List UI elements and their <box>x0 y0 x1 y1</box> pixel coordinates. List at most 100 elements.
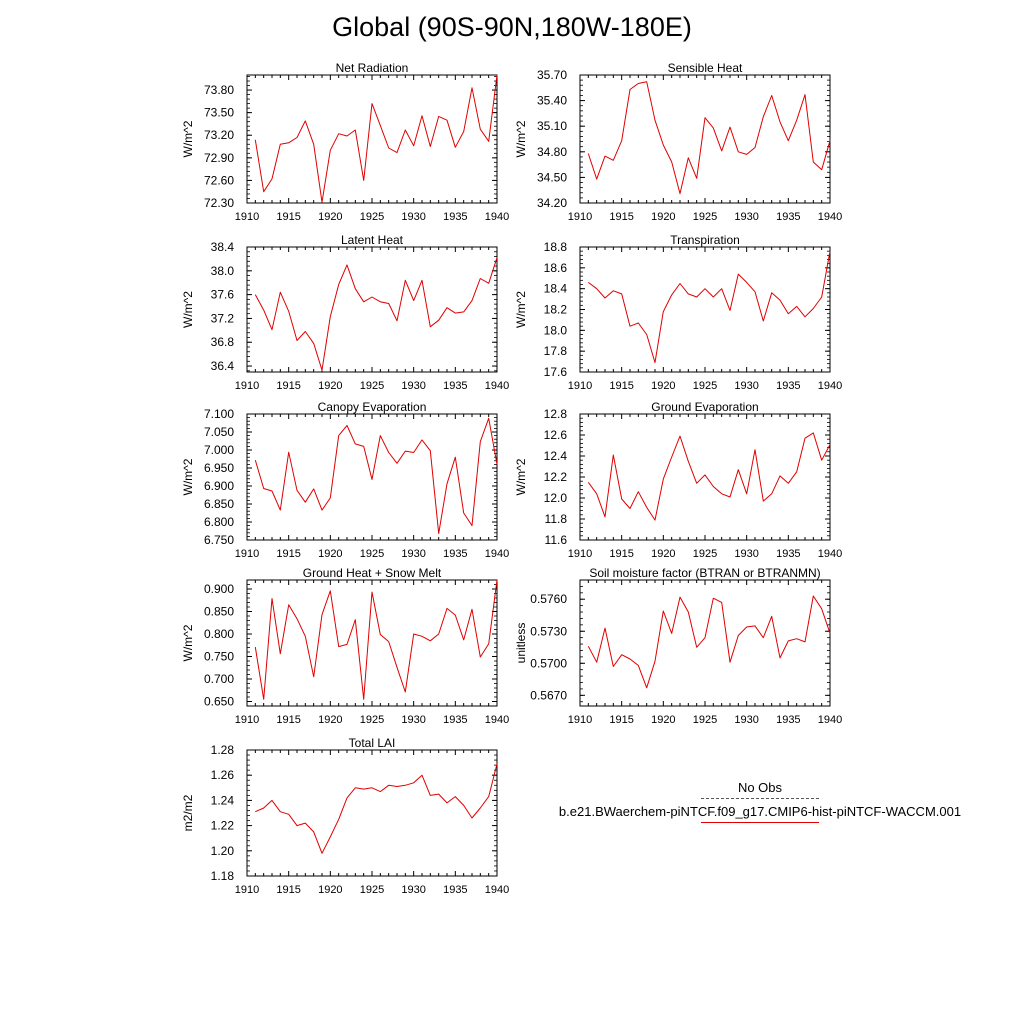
x-tick-label: 1940 <box>485 380 509 392</box>
x-tick-label: 1910 <box>568 548 592 560</box>
x-tick-label: 1940 <box>485 884 509 896</box>
x-tick-label: 1930 <box>734 211 758 223</box>
y-tick-label: 0.650 <box>204 695 234 709</box>
series-line <box>587 251 831 364</box>
y-tick-label: 0.750 <box>204 650 234 664</box>
x-tick-label: 1930 <box>401 548 425 560</box>
x-tick-label: 1910 <box>235 884 259 896</box>
y-axis-label: W/m^2 <box>181 291 195 328</box>
series-line <box>254 417 498 534</box>
x-tick-label: 1930 <box>401 380 425 392</box>
y-tick-label: 73.50 <box>204 106 234 120</box>
x-tick-label: 1925 <box>693 211 717 223</box>
x-tick-label: 1935 <box>776 211 800 223</box>
x-tick-label: 1925 <box>360 714 384 726</box>
series-line <box>255 763 498 854</box>
x-tick-label: 1935 <box>776 380 800 392</box>
y-tick-label: 35.70 <box>537 68 567 82</box>
x-tick-label: 1910 <box>568 211 592 223</box>
y-tick-label: 18.0 <box>544 323 568 337</box>
x-tick-label: 1925 <box>360 884 384 896</box>
series-line <box>254 579 498 700</box>
figure-title: Global (90S-90N,180W-180E) <box>332 12 692 42</box>
x-tick-label: 1940 <box>485 714 509 726</box>
panel-title: Ground Heat + Snow Melt <box>303 566 442 580</box>
x-tick-label: 1940 <box>818 380 842 392</box>
y-tick-label: 11.8 <box>545 512 568 526</box>
y-tick-label: 12.8 <box>544 407 568 421</box>
x-tick-label: 1935 <box>443 714 467 726</box>
x-tick-label: 1940 <box>485 211 509 223</box>
x-tick-label: 1920 <box>651 211 675 223</box>
y-axis-label: m2/m2 <box>181 794 195 831</box>
y-tick-label: 72.60 <box>204 173 234 187</box>
legend: No Obs b.e21.BWaerchem-piNTCF.f09_g17.CM… <box>530 780 990 828</box>
y-tick-label: 11.6 <box>545 533 568 547</box>
y-tick-label: 12.2 <box>544 470 568 484</box>
y-tick-label: 37.2 <box>211 311 235 325</box>
x-tick-label: 1920 <box>651 548 675 560</box>
legend-swatch-dashed <box>701 798 819 799</box>
x-tick-label: 1915 <box>609 380 633 392</box>
panel-title: Total LAI <box>349 736 396 750</box>
y-tick-label: 34.20 <box>537 196 567 210</box>
y-tick-label: 12.4 <box>544 449 568 463</box>
x-tick-label: 1910 <box>235 211 259 223</box>
x-tick-label: 1935 <box>443 548 467 560</box>
y-tick-label: 38.0 <box>211 264 235 278</box>
y-tick-label: 0.5730 <box>530 624 567 638</box>
x-tick-label: 1910 <box>568 380 592 392</box>
x-tick-label: 1915 <box>276 548 300 560</box>
y-tick-label: 6.800 <box>204 515 234 529</box>
x-tick-label: 1935 <box>443 211 467 223</box>
y-tick-label: 6.900 <box>204 479 234 493</box>
y-tick-label: 6.850 <box>204 497 234 511</box>
x-tick-label: 1915 <box>609 714 633 726</box>
x-tick-label: 1925 <box>693 714 717 726</box>
x-tick-label: 1915 <box>609 211 633 223</box>
x-tick-label: 1935 <box>443 380 467 392</box>
y-tick-label: 0.850 <box>204 605 234 619</box>
x-tick-label: 1940 <box>818 714 842 726</box>
y-tick-label: 0.5700 <box>530 656 567 670</box>
x-tick-label: 1935 <box>776 548 800 560</box>
x-tick-label: 1910 <box>235 380 259 392</box>
y-tick-label: 7.000 <box>204 443 234 457</box>
x-tick-label: 1935 <box>776 714 800 726</box>
series-line <box>254 74 498 203</box>
y-tick-label: 34.50 <box>537 170 567 184</box>
y-tick-label: 1.20 <box>211 844 235 858</box>
x-tick-label: 1925 <box>360 548 384 560</box>
y-tick-label: 18.4 <box>544 282 568 296</box>
y-tick-label: 72.30 <box>204 196 234 210</box>
series-line <box>254 257 498 371</box>
x-tick-label: 1930 <box>401 884 425 896</box>
x-tick-label: 1920 <box>651 714 675 726</box>
series-line <box>587 595 831 689</box>
y-axis-label: W/m^2 <box>514 291 528 328</box>
y-axis-label: W/m^2 <box>181 120 195 157</box>
y-tick-label: 35.40 <box>537 94 567 108</box>
y-axis-label: W/m^2 <box>514 458 528 495</box>
x-tick-label: 1915 <box>276 884 300 896</box>
y-tick-label: 35.10 <box>537 119 567 133</box>
x-tick-label: 1920 <box>651 380 675 392</box>
panel-title: Net Radiation <box>336 61 409 75</box>
y-tick-label: 17.6 <box>544 365 568 379</box>
y-axis-label: W/m^2 <box>514 120 528 157</box>
x-tick-label: 1930 <box>734 380 758 392</box>
y-tick-label: 12.0 <box>544 491 568 505</box>
y-tick-label: 72.90 <box>204 151 234 165</box>
y-tick-label: 7.050 <box>204 425 234 439</box>
plot-frame <box>579 579 831 707</box>
x-tick-label: 1915 <box>276 211 300 223</box>
legend-label-model: b.e21.BWaerchem-piNTCF.f09_g17.CMIP6-his… <box>558 804 962 819</box>
y-tick-label: 12.6 <box>544 428 568 442</box>
x-tick-label: 1940 <box>818 548 842 560</box>
y-tick-label: 6.750 <box>204 533 234 547</box>
panel-title: Ground Evaporation <box>651 400 758 414</box>
y-tick-label: 1.22 <box>211 819 235 833</box>
x-tick-label: 1940 <box>485 548 509 560</box>
x-tick-label: 1915 <box>276 714 300 726</box>
